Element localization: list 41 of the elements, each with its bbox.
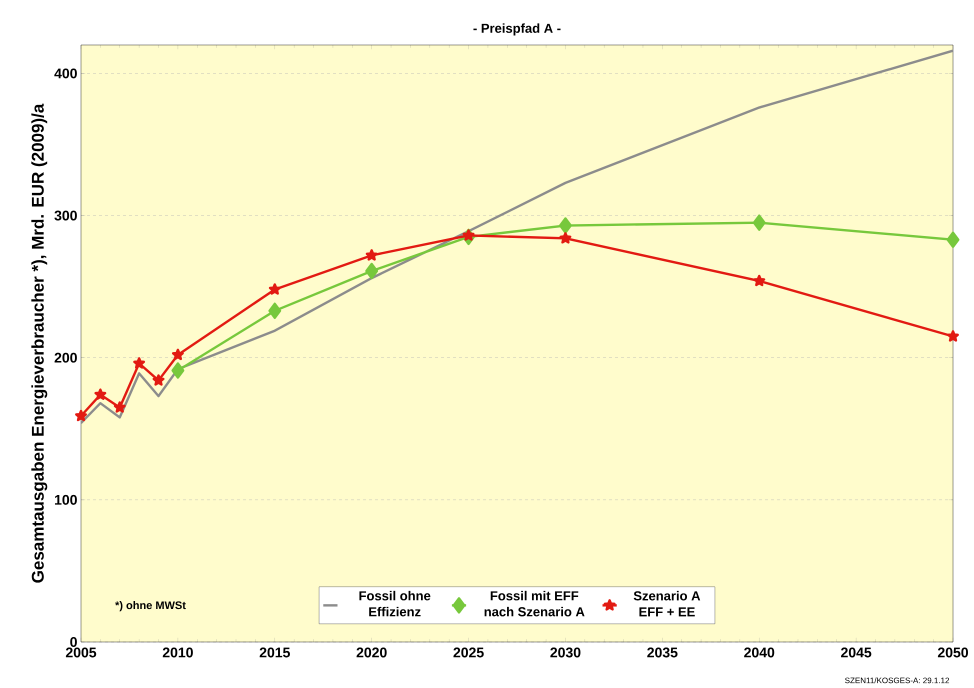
chart-title: - Preispfad A - xyxy=(473,23,561,36)
point xyxy=(133,357,146,369)
y-tick-label: 200 xyxy=(54,352,77,363)
point xyxy=(753,274,766,286)
annotation: *) ohne MWSt xyxy=(115,601,186,612)
point xyxy=(114,401,126,413)
point xyxy=(75,410,87,422)
x-tick-label: 2015 xyxy=(260,648,290,658)
point xyxy=(366,249,378,261)
x-tick-label: 2030 xyxy=(550,648,580,658)
x-tick-label: 2020 xyxy=(356,648,387,658)
point xyxy=(946,232,960,248)
x-tick-label: 2035 xyxy=(647,648,678,658)
point xyxy=(462,229,475,241)
x-tick-label: 2040 xyxy=(744,648,774,658)
line-series xyxy=(81,49,954,424)
x-tick-label: 2045 xyxy=(841,648,872,658)
point xyxy=(365,262,378,280)
legend-label: Fossil ohne Effizienz xyxy=(359,590,430,616)
point xyxy=(152,374,164,386)
text: SZEN11/KOSGES-A: 29.1.12 xyxy=(845,677,950,684)
point xyxy=(268,302,282,320)
x-tick-label: 2010 xyxy=(162,648,193,658)
y-axis-title: Gesamtausgaben Energieverbraucher *), Mrd. EUR (2009)/a xyxy=(31,104,48,583)
legend-label: Szenario A EFF + EE xyxy=(634,590,700,616)
legend-label: Fossil mit EFF nach Szenario A xyxy=(484,590,585,616)
point xyxy=(94,388,106,400)
x-tick-label: 2005 xyxy=(66,648,96,658)
point xyxy=(268,283,281,295)
y-tick-label: 100 xyxy=(54,494,77,505)
point xyxy=(559,232,572,244)
x-tick-label: 2050 xyxy=(938,648,968,658)
y-tick-label: 400 xyxy=(54,68,77,78)
point xyxy=(559,217,572,234)
y-tick-label: 300 xyxy=(54,210,77,221)
point xyxy=(171,362,184,379)
point xyxy=(947,330,959,342)
point xyxy=(752,214,766,231)
point xyxy=(172,348,184,360)
x-tick-label: 2025 xyxy=(453,648,484,658)
y-tick-label: 0 xyxy=(70,637,77,647)
